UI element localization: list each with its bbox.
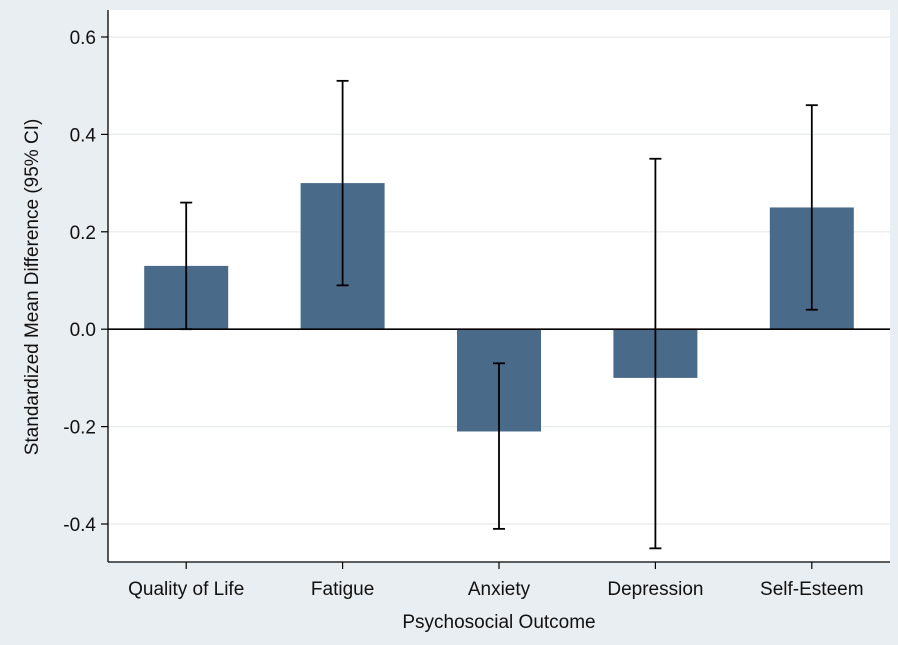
x-tick-label: Depression [607, 579, 703, 600]
x-axis-title: Psychosocial Outcome [402, 612, 595, 633]
y-tick-label: -0.2 [63, 418, 96, 439]
y-axis-ticks: 0.6 0.4 0.2 0.0 -0.2 -0.4 [63, 28, 108, 536]
x-tick-label: Fatigue [311, 579, 374, 600]
y-axis-title: Standardized Mean Difference (95% CI) [22, 119, 43, 456]
y-tick-label: 0.6 [70, 28, 96, 49]
y-tick-label: -0.4 [63, 515, 96, 536]
x-axis-ticks: Quality of Life Fatigue Anxiety Depression S… [128, 562, 864, 600]
y-tick-label: 0.0 [70, 320, 96, 341]
x-tick-label: Self-Esteem [760, 579, 863, 600]
x-tick-label: Quality of Life [128, 579, 244, 600]
y-tick-label: 0.4 [70, 125, 97, 146]
x-tick-label: Anxiety [468, 579, 531, 600]
error-bars [180, 79, 818, 550]
y-tick-label: 0.2 [70, 223, 96, 244]
